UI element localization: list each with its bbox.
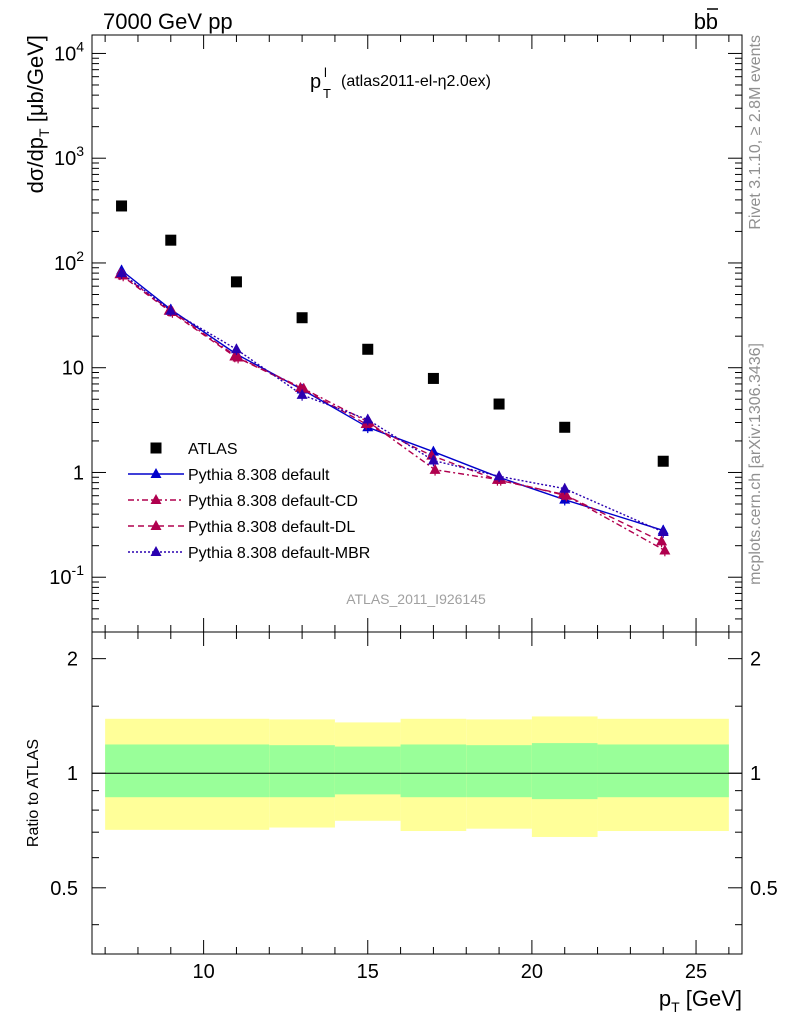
header-right-bbar: b: [706, 9, 718, 34]
data-point-marker: [427, 454, 439, 465]
ratio-bands: [92, 716, 742, 837]
plot-title-main: p: [310, 71, 321, 93]
y-tick-label: 10-1: [49, 562, 84, 589]
data-point-marker: [296, 388, 308, 399]
ratio-y-tick-label-right: 1: [750, 763, 761, 785]
main-panel: 10-1 1 10 102 103 104 ATLAS_2011_I926145 ATLA…: [23, 34, 743, 633]
watermark: ATLAS_2011_I926145: [346, 591, 486, 607]
data-point-marker: [659, 544, 671, 555]
plot-title-sup: l: [324, 65, 327, 80]
legend-label: Pythia 8.308 default-CD: [188, 493, 358, 510]
main-axis-ticks: 10-1 1 10 102 103 104: [49, 35, 742, 633]
data-point-marker: [427, 372, 439, 384]
data-point-marker: [557, 488, 569, 499]
ratio-y-tick-label-right: 0.5: [750, 878, 778, 900]
data-point-marker: [294, 382, 306, 393]
legend-item-default: Pythia 8.308 default: [128, 467, 330, 484]
ratio-band-inner: [466, 745, 532, 798]
data-point-marker: [429, 463, 441, 474]
ratio-band-inner: [400, 744, 467, 798]
series-mbr: [116, 267, 669, 538]
data-point-marker: [229, 350, 241, 361]
data-point-marker: [493, 470, 505, 481]
header-right: b b: [694, 8, 718, 34]
mcplots-label: mcplots.cern.ch [arXiv:1306.3436]: [747, 343, 764, 585]
ratio-y-tick-label-left: 0.5: [50, 878, 78, 900]
ratio-y-tick-label-left: 1: [67, 763, 78, 785]
data-point-marker: [165, 234, 177, 246]
plot-title-sub: T: [323, 86, 331, 101]
header-left: 7000 GeV pp: [103, 9, 233, 34]
x-tick-label: 25: [685, 961, 707, 983]
header-right-b: b: [694, 9, 706, 34]
legend-item-cd: Pythia 8.308 default-CD: [128, 493, 358, 510]
ratio-frame: [91, 631, 743, 955]
y-tick-label: 10: [62, 358, 84, 380]
legend-label: ATLAS: [188, 441, 238, 458]
series-atlas: [116, 200, 669, 467]
data-point-marker: [559, 421, 571, 433]
legend-label: Pythia 8.308 default-DL: [188, 519, 355, 536]
main-ylabel: dσ/dpT [μb/GeV]: [23, 35, 52, 193]
ratio-band-inner: [269, 745, 335, 798]
data-point-marker: [165, 304, 177, 315]
rivet-label: Rivet 3.1.10, ≥ 2.8M events: [747, 35, 764, 230]
data-point-marker: [656, 535, 668, 546]
legend: ATLAS Pythia 8.308 default Pythia 8.308 de…: [128, 441, 370, 562]
legend-marker: [150, 494, 162, 504]
data-point-marker: [559, 482, 571, 493]
ratio-ylabel: Ratio to ATLAS: [25, 739, 42, 847]
legend-item-atlas: ATLAS: [150, 441, 238, 458]
y-tick-label: 103: [54, 143, 84, 170]
data-point-marker: [362, 413, 374, 424]
legend-marker: [150, 520, 162, 530]
y-tick-label: 1: [73, 462, 84, 484]
ratio-axis-ticks: 0.5 0.5 1 1 2 2 10 15 20 25: [50, 632, 778, 983]
legend-marker: [150, 442, 162, 454]
y-tick-label: 102: [54, 248, 84, 275]
ratio-y-tick-label-left: 2: [67, 649, 78, 671]
x-tick-label: 10: [192, 961, 214, 983]
x-tick-label: 20: [521, 961, 543, 983]
ratio-band-inner: [597, 744, 729, 798]
legend-item-dl: Pythia 8.308 default-DL: [128, 519, 355, 536]
legend-label: Pythia 8.308 default-MBR: [188, 545, 370, 562]
data-point-marker: [116, 267, 128, 278]
x-axis-label: pT [GeV]: [659, 986, 742, 1015]
ratio-panel: 0.5 0.5 1 1 2 2 10 15 20 25 Ratio to ATLAS pT [Ge…: [25, 631, 778, 1015]
data-point-marker: [657, 526, 669, 537]
data-point-marker: [230, 276, 242, 288]
x-tick-label: 15: [357, 961, 379, 983]
ratio-band-inner: [334, 746, 401, 795]
data-point-marker: [230, 343, 242, 354]
ratio-band-inner: [105, 744, 270, 798]
ratio-y-tick-label-right: 2: [750, 649, 761, 671]
legend-marker: [150, 468, 162, 478]
plot-title: p l T (atlas2011-el-η2.0ex): [310, 65, 491, 101]
ratio-band-inner: [531, 743, 598, 800]
plot-title-rest: (atlas2011-el-η2.0ex): [341, 73, 491, 90]
y-tick-label: 104: [54, 38, 84, 65]
legend-label: Pythia 8.308 default: [188, 467, 330, 484]
data-point-marker: [296, 312, 308, 324]
legend-item-mbr: Pythia 8.308 default-MBR: [128, 545, 370, 562]
data-point-marker: [116, 200, 128, 212]
data-point-marker: [493, 398, 505, 410]
legend-marker: [150, 546, 162, 556]
data-point-marker: [362, 343, 374, 355]
data-point-marker: [657, 455, 669, 467]
